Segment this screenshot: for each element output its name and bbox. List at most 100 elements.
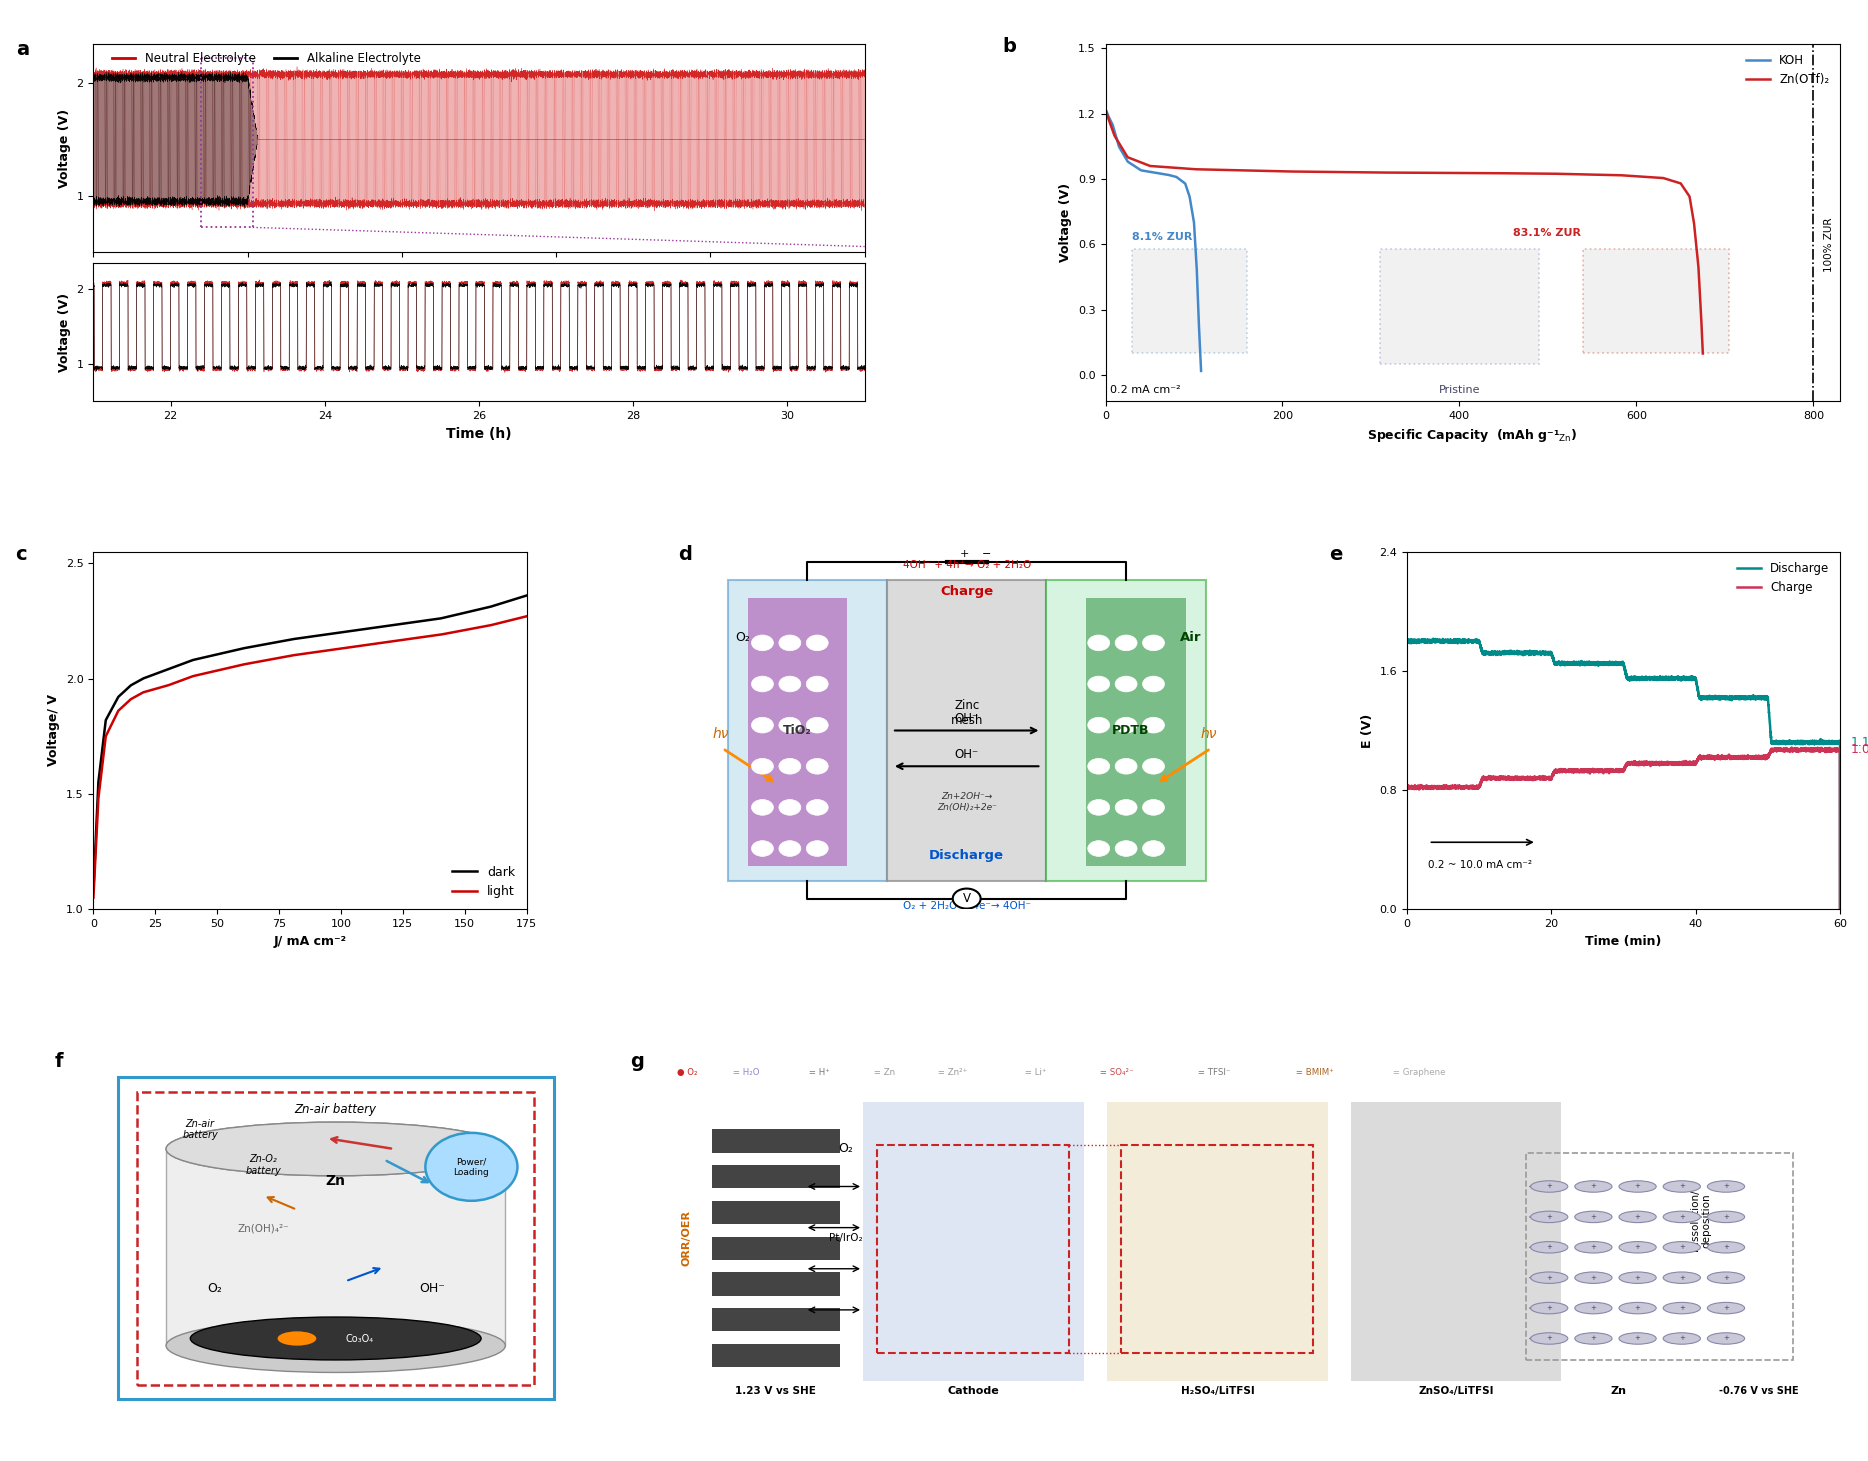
Circle shape [1143,840,1164,856]
Ellipse shape [166,1319,506,1372]
Text: +: + [1547,1335,1552,1341]
Text: Dissolution/
deposition: Dissolution/ deposition [1691,1189,1711,1251]
Text: Zinc
mesh: Zinc mesh [951,698,983,726]
Zn(OTf)₂ [1197,161,1220,178]
Text: Zn: Zn [1610,1386,1627,1395]
Bar [1584,248,1730,354]
Text: 1.07: 1.07 [1851,744,1868,757]
Legend: Discharge, Charge: Discharge, Charge [1732,558,1834,599]
Circle shape [1575,1273,1612,1283]
Circle shape [1530,1211,1567,1223]
Text: +: + [1634,1183,1640,1189]
Text: a: a [17,39,30,58]
Line: Discharge: Discharge [1407,638,1840,909]
FancyBboxPatch shape [727,580,887,881]
Circle shape [1707,1273,1745,1283]
Zn(OTf)₂ [1692,345,1715,362]
Text: = SO₄²⁻: = SO₄²⁻ [1097,1068,1134,1077]
Bar [876,1145,1068,1353]
X-axis label: J/ mA cm⁻²: J/ mA cm⁻² [273,935,347,948]
Text: +: + [1634,1335,1640,1341]
Circle shape [1115,636,1138,650]
Charge [1825,741,1847,758]
Bar [1526,1153,1793,1360]
Text: = H⁺: = H⁺ [805,1068,829,1077]
Circle shape [807,799,828,815]
Text: +: + [1634,1274,1640,1281]
Text: +: + [1679,1274,1685,1281]
KOH [1104,126,1126,143]
Zn(OTf)₂ [1162,159,1184,177]
Circle shape [1087,636,1110,650]
Text: +: + [1722,1214,1730,1220]
Line: dark: dark [93,596,527,891]
Text: ● O₂: ● O₂ [676,1068,697,1077]
Ellipse shape [191,1316,482,1360]
Discharge [1500,644,1522,662]
Text: +: + [1590,1274,1597,1281]
Circle shape [779,636,801,650]
Text: +: + [1547,1183,1552,1189]
Text: = Li⁺: = Li⁺ [1022,1068,1046,1077]
Text: = TFSI⁻: = TFSI⁻ [1196,1068,1231,1077]
FancyBboxPatch shape [887,580,1046,881]
Circle shape [751,676,773,693]
Discharge [1590,655,1612,672]
Circle shape [779,799,801,815]
Text: +: + [1722,1183,1730,1189]
Circle shape [1143,676,1164,693]
Text: Power/
Loading: Power/ Loading [454,1157,489,1176]
Text: 8.1% ZUR: 8.1% ZUR [1132,232,1192,243]
Bar [712,1129,841,1153]
Circle shape [1115,676,1138,693]
Text: b: b [1003,37,1016,56]
Text: -0.76 V vs SHE: -0.76 V vs SHE [1719,1386,1799,1395]
Bar [712,1236,841,1259]
Circle shape [1663,1302,1700,1313]
Text: +: + [1590,1335,1597,1341]
Text: +: + [1590,1245,1597,1251]
Text: 1.23 V vs SHE: 1.23 V vs SHE [736,1386,816,1395]
Circle shape [1663,1211,1700,1223]
Y-axis label: Voltage (V): Voltage (V) [58,108,71,187]
Text: d: d [678,545,691,564]
Text: TiO₂: TiO₂ [783,725,813,736]
light [293,644,316,662]
Text: 0.2 ~ 10.0 mA cm⁻²: 0.2 ~ 10.0 mA cm⁻² [1429,859,1532,869]
Discharge [1825,733,1847,751]
Text: +: + [1722,1335,1730,1341]
Text: Zn+2OH⁻→
Zn(OH)₂+2e⁻: Zn+2OH⁻→ Zn(OH)₂+2e⁻ [936,792,998,812]
Circle shape [1530,1242,1567,1254]
Circle shape [779,717,801,733]
Text: +: + [1679,1214,1685,1220]
Circle shape [1143,717,1164,733]
Circle shape [1663,1273,1700,1283]
Line: KOH: KOH [1106,110,1201,371]
Circle shape [1115,758,1138,774]
Text: Zn-O₂
battery: Zn-O₂ battery [245,1154,280,1176]
Circle shape [1115,717,1138,733]
Circle shape [1707,1211,1745,1223]
Text: O₂: O₂ [207,1281,222,1294]
Legend: dark, light: dark, light [446,861,521,903]
Charge [1496,770,1519,787]
Text: OH⁻: OH⁻ [955,748,979,761]
Text: +: + [1634,1245,1640,1251]
Circle shape [1087,840,1110,856]
KOH [1190,362,1212,380]
Bar [1121,1145,1313,1353]
Text: +: + [1722,1245,1730,1251]
Charge [1395,779,1418,796]
Discharge [1422,630,1444,647]
Text: Zn(OH)₄²⁻: Zn(OH)₄²⁻ [237,1223,290,1233]
Text: +: + [1590,1183,1597,1189]
Bar [863,1103,1083,1382]
Text: +: + [1634,1305,1640,1311]
Legend: KOH, Zn(OTf)₂: KOH, Zn(OTf)₂ [1741,50,1834,91]
Text: +: + [1590,1305,1597,1311]
Bar [712,1201,841,1224]
Text: OH⁻: OH⁻ [420,1281,446,1294]
light [502,611,525,628]
Text: ZnSO₄/LiTFSI: ZnSO₄/LiTFSI [1418,1386,1494,1395]
Circle shape [1530,1273,1567,1283]
